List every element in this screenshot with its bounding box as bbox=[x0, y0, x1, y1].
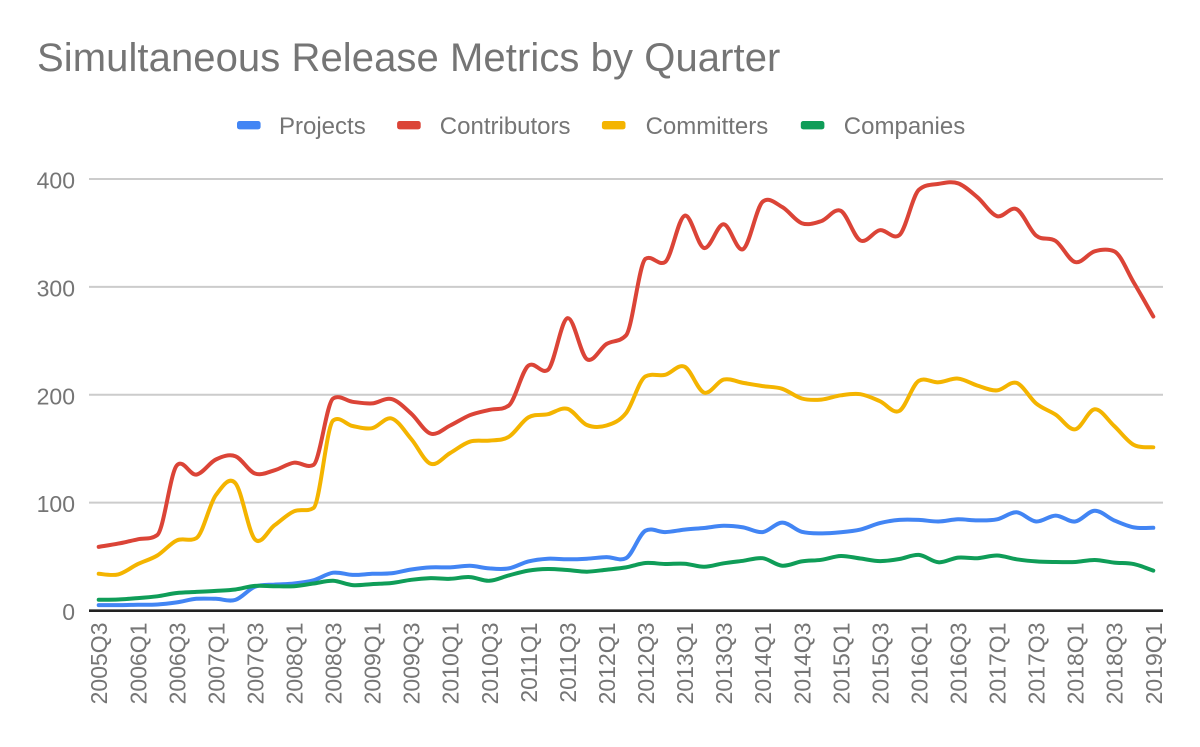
svg-text:2005Q3: 2005Q3 bbox=[86, 623, 112, 705]
svg-text:2009Q3: 2009Q3 bbox=[399, 623, 425, 705]
svg-text:2012Q3: 2012Q3 bbox=[633, 623, 659, 705]
svg-text:2007Q3: 2007Q3 bbox=[242, 623, 268, 705]
svg-text:Simultaneous Release Metrics b: Simultaneous Release Metrics by Quarter bbox=[37, 36, 780, 80]
svg-text:200: 200 bbox=[37, 383, 75, 409]
svg-text:2006Q3: 2006Q3 bbox=[164, 623, 190, 705]
svg-text:Projects: Projects bbox=[279, 113, 366, 140]
svg-text:2018Q3: 2018Q3 bbox=[1102, 623, 1128, 705]
svg-text:2014Q1: 2014Q1 bbox=[750, 623, 776, 705]
svg-text:400: 400 bbox=[37, 168, 75, 194]
svg-text:2008Q1: 2008Q1 bbox=[282, 623, 308, 705]
svg-text:2010Q1: 2010Q1 bbox=[438, 623, 464, 705]
svg-text:2018Q1: 2018Q1 bbox=[1063, 623, 1089, 705]
svg-text:2015Q1: 2015Q1 bbox=[828, 623, 854, 705]
svg-text:2011Q3: 2011Q3 bbox=[555, 623, 581, 703]
svg-text:2008Q3: 2008Q3 bbox=[321, 623, 347, 705]
svg-text:2017Q3: 2017Q3 bbox=[1024, 623, 1050, 705]
svg-text:100: 100 bbox=[37, 491, 75, 517]
svg-text:2011Q1: 2011Q1 bbox=[516, 623, 542, 703]
svg-text:2017Q1: 2017Q1 bbox=[985, 623, 1011, 705]
svg-text:2014Q3: 2014Q3 bbox=[789, 623, 815, 705]
svg-text:2012Q1: 2012Q1 bbox=[594, 623, 620, 705]
svg-text:2015Q3: 2015Q3 bbox=[867, 623, 893, 705]
svg-text:2013Q3: 2013Q3 bbox=[711, 623, 737, 705]
svg-text:Committers: Committers bbox=[646, 113, 769, 140]
svg-text:2009Q1: 2009Q1 bbox=[360, 623, 386, 705]
svg-text:2019Q1: 2019Q1 bbox=[1141, 623, 1167, 705]
svg-text:Companies: Companies bbox=[844, 113, 965, 140]
svg-text:2016Q3: 2016Q3 bbox=[946, 623, 972, 705]
svg-text:Contributors: Contributors bbox=[440, 113, 571, 140]
svg-text:300: 300 bbox=[37, 275, 75, 301]
svg-text:2007Q1: 2007Q1 bbox=[203, 623, 229, 705]
svg-text:2006Q1: 2006Q1 bbox=[125, 623, 151, 705]
svg-text:0: 0 bbox=[62, 599, 75, 625]
svg-text:2016Q1: 2016Q1 bbox=[906, 623, 932, 705]
svg-text:2010Q3: 2010Q3 bbox=[477, 623, 503, 705]
svg-text:2013Q1: 2013Q1 bbox=[672, 623, 698, 705]
